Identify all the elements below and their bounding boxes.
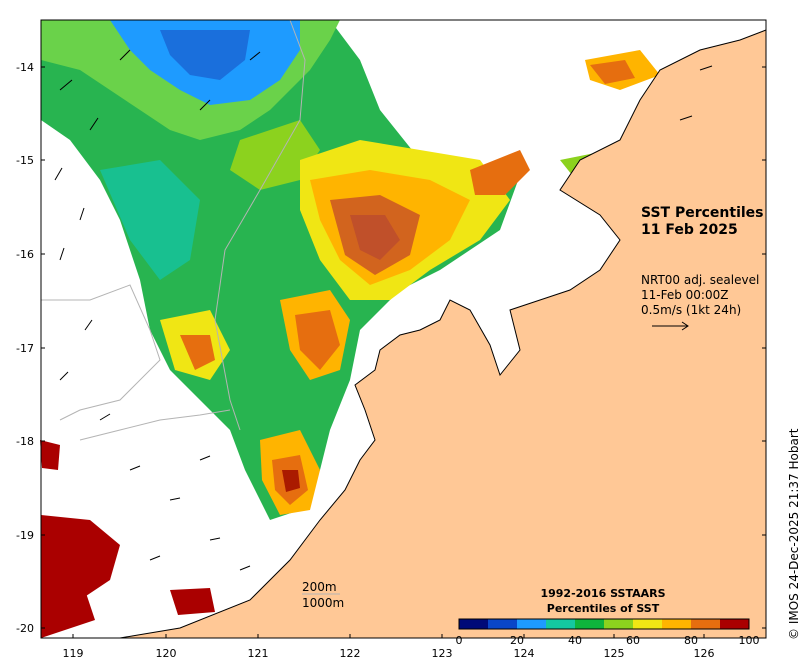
- colorbar-swatch: [488, 619, 518, 629]
- bathymetry-contours: [41, 19, 306, 441]
- wind-vectors: [54, 49, 713, 571]
- colorbar-subtitle: Percentiles of SST: [547, 602, 660, 615]
- colorbar-swatch: [604, 619, 634, 629]
- wind-source-label: NRT00 adj. sealevel: [641, 273, 759, 287]
- x-tick-label: 124: [514, 647, 535, 660]
- colorbar-title: 1992-2016 SSTAARS: [540, 587, 665, 600]
- colorbar-swatch: [691, 619, 721, 629]
- map-date: 11 Feb 2025: [641, 222, 738, 238]
- colorbar-swatches: [459, 619, 750, 629]
- x-tick-label: 121: [248, 647, 269, 660]
- y-tick-label: -16: [16, 248, 34, 261]
- colorbar-tick: 80: [684, 634, 698, 647]
- y-tick-label: -14: [16, 61, 34, 74]
- y-tick-label: -18: [16, 435, 34, 448]
- colorbar-swatch: [517, 619, 547, 629]
- x-tick-label: 126: [694, 647, 715, 660]
- x-tick-label: 120: [156, 647, 177, 660]
- contour-label-200m: 200m: [302, 580, 337, 594]
- colorbar-swatch: [633, 619, 663, 629]
- x-tick-label: 119: [63, 647, 84, 660]
- colorbar-tick: 20: [510, 634, 524, 647]
- colorbar-tick: 40: [568, 634, 582, 647]
- y-tick-label: -17: [16, 342, 34, 355]
- colorbar-swatch: [720, 619, 750, 629]
- land-mass: [120, 20, 766, 638]
- colorbar-tick: 100: [739, 634, 760, 647]
- wind-scale-label: 0.5m/s (1kt 24h): [641, 303, 741, 317]
- plot-frame: [40, 19, 767, 639]
- sst-field: [40, 20, 660, 638]
- x-axis: 119 120 121 122 123 124 125 126: [63, 634, 715, 660]
- x-tick-label: 122: [340, 647, 361, 660]
- colorbar: 1992-2016 SSTAARS Percentiles of SST 0 2…: [456, 587, 760, 647]
- x-tick-label: 125: [604, 647, 625, 660]
- colorbar-tick: 60: [626, 634, 640, 647]
- coastline: [119, 29, 767, 639]
- wind-time-label: 11-Feb 00:00Z: [641, 288, 728, 302]
- contour-label-1000m: 1000m: [302, 596, 344, 610]
- colorbar-swatch: [459, 619, 489, 629]
- x-tick-label: 123: [432, 647, 453, 660]
- y-tick-label: -19: [16, 529, 34, 542]
- colorbar-swatch: [546, 619, 576, 629]
- map-title: SST Percentiles: [641, 205, 764, 221]
- wind-scale-arrow-icon: [652, 321, 689, 331]
- y-tick-label: -20: [16, 622, 34, 635]
- y-tick-label: -15: [16, 154, 34, 167]
- colorbar-tick: 0: [456, 634, 463, 647]
- credit-label: © IMOS 24-Dec-2025 21:37 Hobart: [787, 428, 801, 640]
- colorbar-swatch: [662, 619, 692, 629]
- y-axis: -14 -15 -16 -17 -18 -19 -20: [16, 61, 766, 635]
- colorbar-swatch: [575, 619, 605, 629]
